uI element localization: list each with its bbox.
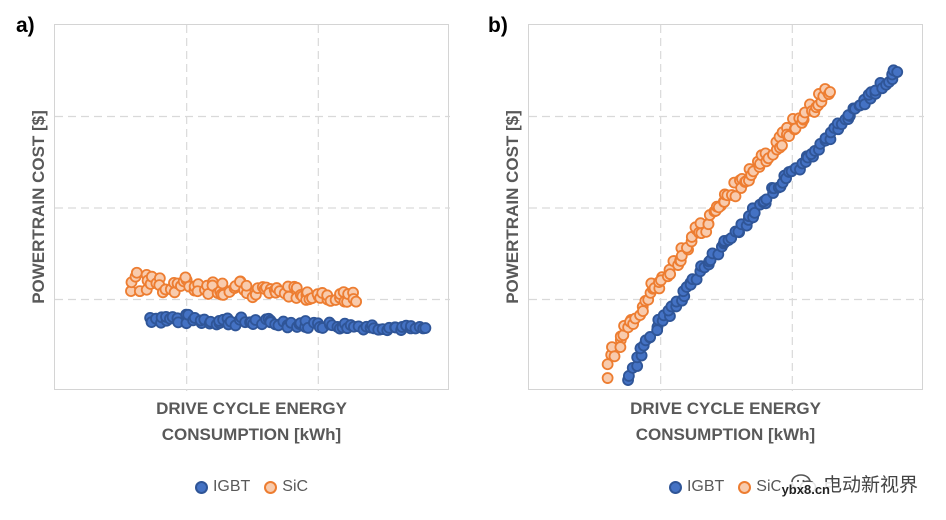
x-axis-label: DRIVE CYCLE ENERGY CONSUMPTION [kWh] — [528, 396, 923, 448]
legend: IGBT SiC — [528, 478, 923, 496]
data-point-sic — [776, 139, 788, 152]
x-axis-label-line1: DRIVE CYCLE ENERGY — [630, 399, 821, 418]
y-axis-label: POWERTRAIN COST [$] — [503, 110, 522, 304]
y-axis-label: POWERTRAIN COST [$] — [29, 110, 48, 304]
data-point-sic — [601, 372, 614, 384]
legend-label-igbt: IGBT — [212, 478, 251, 495]
data-point-igbt — [644, 331, 657, 343]
legend-entry-igbt: IGBT — [194, 478, 251, 496]
data-point-igbt — [419, 322, 432, 334]
chart-panel-b: b) POWERTRAIN COST [$] DRIVE CYCLE ENERG… — [474, 0, 944, 520]
series-igbt — [622, 64, 904, 386]
chart-panel-a: a) POWERTRAIN COST [$] DRIVE CYCLE ENERG… — [0, 0, 470, 520]
legend-marker-sic — [738, 480, 752, 494]
data-point-sic — [608, 350, 621, 363]
legend-label-sic: SiC — [282, 478, 309, 495]
data-point-sic — [729, 190, 742, 203]
scatter-plot — [55, 25, 450, 391]
scatter-plot — [529, 25, 924, 391]
x-axis-label-line2: CONSUMPTION [kWh] — [161, 425, 342, 444]
data-point-igbt — [748, 206, 761, 219]
data-point-sic — [240, 279, 253, 292]
legend-marker-igbt — [194, 480, 208, 494]
data-point-sic — [664, 268, 677, 281]
series-igbt — [144, 308, 432, 337]
legend-label-igbt: IGBT — [686, 478, 725, 495]
legend-entry-igbt: IGBT — [668, 478, 725, 496]
legend-label-sic: SiC — [756, 478, 783, 495]
data-point-sic — [637, 305, 649, 318]
legend: IGBT SiC — [54, 478, 449, 496]
data-point-sic — [614, 341, 627, 354]
panel-label: a) — [16, 14, 35, 37]
legend-marker-sic — [264, 480, 278, 494]
plot-area — [528, 24, 924, 391]
watermark-text: 电动新视界 — [822, 475, 918, 496]
watermark-url: ybx8.cn — [779, 482, 832, 497]
data-point-igbt — [651, 324, 664, 337]
data-point-sic — [350, 295, 363, 308]
series-sic — [601, 83, 836, 384]
data-point-sic — [824, 86, 836, 98]
x-axis-label-line2: CONSUMPTION [kWh] — [635, 425, 816, 444]
data-point-sic — [130, 266, 143, 279]
legend-entry-sic: SiC — [264, 478, 308, 496]
legend-marker-igbt — [668, 480, 682, 494]
plot-area — [54, 24, 450, 391]
data-point-sic — [216, 277, 229, 290]
data-point-igbt — [891, 66, 904, 78]
legend-entry-sic: SiC — [738, 478, 782, 496]
panel-label: b) — [488, 14, 508, 37]
series-sic — [125, 266, 363, 308]
x-axis-label-line1: DRIVE CYCLE ENERGY — [156, 399, 347, 418]
x-axis-label: DRIVE CYCLE ENERGY CONSUMPTION [kWh] — [54, 396, 449, 448]
